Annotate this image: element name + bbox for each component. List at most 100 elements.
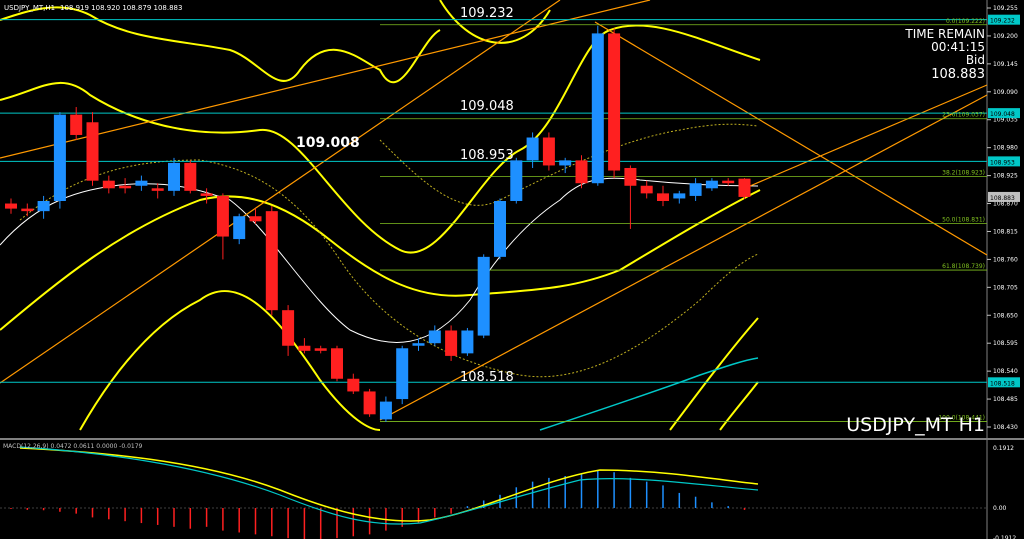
candle-body	[673, 193, 686, 199]
price-tag-label: 108.953	[990, 159, 1015, 166]
candle-body	[591, 33, 604, 184]
candle-body	[168, 162, 180, 191]
price-axis-label: 108.705	[993, 284, 1018, 291]
candle-body	[705, 180, 718, 189]
channel-line	[379, 94, 988, 421]
candle-body	[657, 193, 669, 201]
candle-body	[53, 114, 66, 201]
price-tag	[988, 191, 1020, 202]
channel-line	[749, 84, 988, 187]
price-axis-label: 108.485	[993, 396, 1018, 403]
level-label-108953: 108.953	[460, 148, 514, 163]
fibonacci-level-label: 61.8(108.739)	[942, 263, 985, 270]
price-tag-label: 109.048	[990, 111, 1015, 118]
price-axis-label: 108.980	[993, 145, 1018, 152]
price-axis-label: 109.255	[993, 5, 1018, 12]
candle-body	[445, 330, 458, 356]
candle-body	[559, 160, 572, 166]
price-axis-label: 109.090	[993, 89, 1018, 96]
price-axis-label: 108.925	[993, 173, 1018, 180]
fibonacci-level-label: 0.0(109.222)	[946, 18, 985, 25]
price-axis-label: 108.815	[993, 228, 1018, 235]
fibonacci-level-label: 100.0(108.441)	[938, 414, 985, 421]
channel-line	[0, 0, 651, 159]
macd-main-line	[19, 446, 759, 525]
candle-body	[722, 180, 735, 184]
candle-body	[428, 330, 441, 344]
level-label-109048: 109.048	[460, 99, 514, 114]
candle-body	[37, 200, 50, 212]
level-label-109232: 109.232	[460, 6, 514, 21]
bollinger-band-line	[79, 290, 381, 431]
candle-body	[216, 195, 229, 237]
level-label-109008: 109.008	[296, 135, 360, 151]
candle-body	[249, 216, 262, 222]
candle-body	[477, 256, 490, 336]
price-tag	[988, 156, 1020, 167]
candle-body	[314, 348, 327, 351]
price-axis-label: 108.540	[993, 368, 1018, 375]
candle-body	[363, 391, 376, 415]
bollinger-band-line	[0, 6, 441, 84]
candle-body	[542, 137, 555, 166]
candle-body	[526, 137, 539, 161]
time-remain-value: 00:41:15	[931, 40, 985, 54]
bollinger-band-line	[0, 189, 761, 331]
fibonacci-level-label: 50.0(108.831)	[942, 216, 985, 223]
candle-body	[102, 180, 115, 189]
candle-body	[70, 114, 83, 135]
price-axis-label: 108.870	[993, 201, 1018, 208]
candle-body	[200, 193, 213, 196]
candle-body	[738, 178, 751, 197]
candle-body	[412, 343, 425, 346]
symbol-watermark: USDJPY_MT H1	[846, 414, 985, 436]
candle-body	[282, 310, 295, 346]
candle-body	[331, 348, 343, 379]
price-axis-label: 109.035	[993, 117, 1018, 124]
candle-body	[510, 160, 523, 201]
moving-average-line	[0, 177, 759, 343]
price-tag-label: 108.518	[990, 380, 1015, 387]
candle-body	[347, 378, 360, 392]
level-label-108518: 108.518	[460, 370, 514, 385]
price-axis-label: 109.145	[993, 61, 1018, 68]
candle-body	[86, 122, 99, 181]
candle-body	[575, 160, 588, 184]
fibonacci-level-label: 23.6(109.037)	[942, 112, 985, 119]
macd-axis-label: 0.00	[993, 505, 1007, 512]
candle-body	[379, 401, 392, 420]
candle-body	[233, 216, 246, 240]
price-axis-label: 109.200	[993, 33, 1018, 40]
candle-body	[689, 183, 702, 196]
window-separator	[0, 438, 1024, 440]
bollinger-band-line	[0, 24, 761, 254]
fibonacci-level-label: 38.2(108.923)	[942, 170, 985, 177]
time-remain-label: TIME REMAIN	[904, 27, 985, 41]
candle-body	[135, 180, 148, 186]
candle-body	[119, 185, 132, 189]
price-axis-label: 108.595	[993, 340, 1018, 347]
slow-moving-average-line	[539, 357, 759, 431]
price-axis-label: 108.650	[993, 312, 1018, 319]
macd-signal-line	[19, 447, 759, 522]
macd-axis-label: -0.1912	[993, 535, 1016, 539]
channel-line	[0, 0, 561, 384]
bollinger-band-line	[669, 317, 759, 431]
bollinger-band-line	[719, 381, 759, 431]
macd-indicator-label: MACD(12,26,9) 0.0472 0.0611 0.0000 -0.01…	[3, 443, 143, 450]
price-tag-label: 108.883	[990, 195, 1015, 202]
candle-body	[396, 348, 409, 400]
candle-body	[298, 345, 311, 351]
price-axis-label: 108.760	[993, 256, 1018, 263]
candle-body	[640, 185, 653, 194]
price-tag	[988, 14, 1020, 25]
bid-label: Bid	[966, 53, 985, 67]
price-tag-label: 109.232	[990, 18, 1015, 25]
candle-body	[21, 208, 34, 212]
candle-body	[461, 330, 474, 354]
candle-body	[608, 33, 621, 171]
bid-value: 108.883	[931, 67, 985, 82]
price-tag	[988, 377, 1020, 388]
